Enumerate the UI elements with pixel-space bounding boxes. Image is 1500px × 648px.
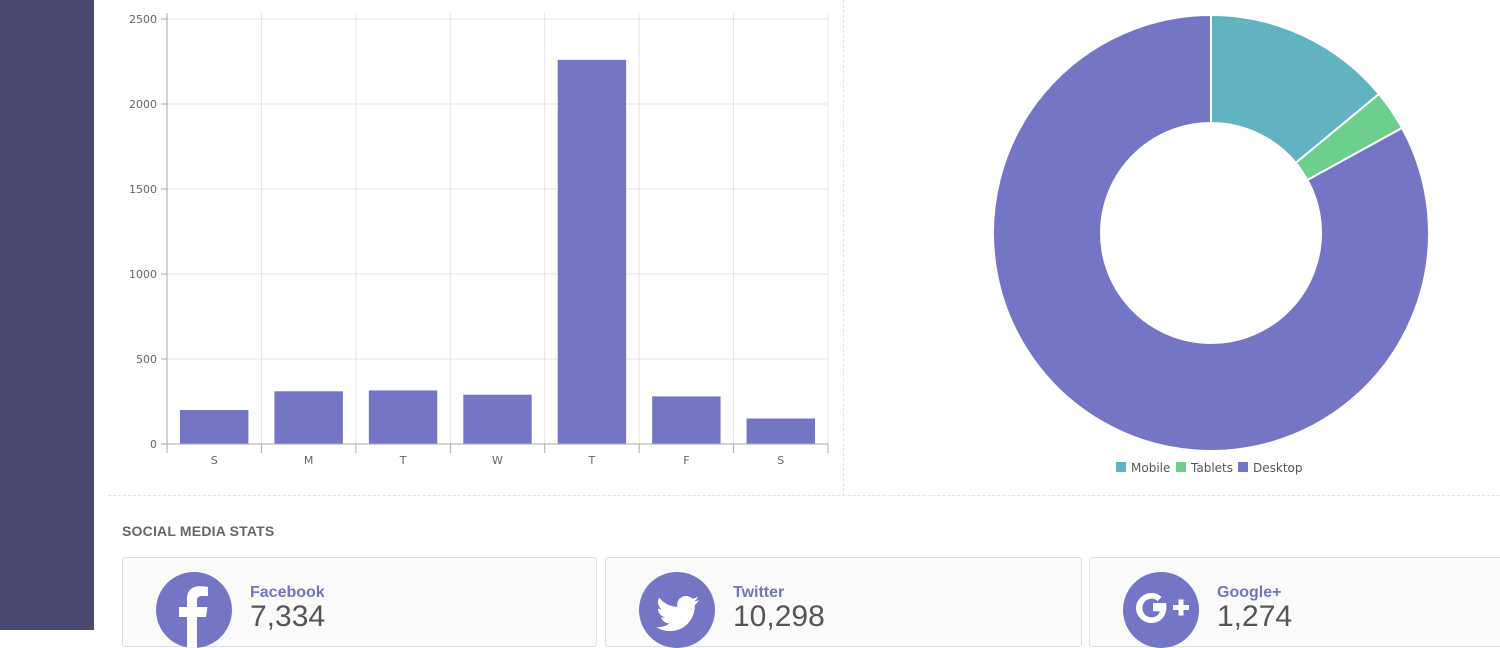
x-tick-label: F bbox=[683, 454, 689, 467]
sidebar bbox=[0, 0, 94, 630]
y-tick-label: 1000 bbox=[129, 268, 157, 281]
donut-slices bbox=[992, 13, 1430, 452]
weekly-bar-chart: 0 500 1000 1500 2000 2500 S M T W T F S bbox=[129, 13, 829, 467]
x-tick-label: T bbox=[588, 454, 596, 467]
bar[interactable] bbox=[180, 410, 249, 444]
x-tick-label: S bbox=[777, 454, 784, 467]
facebook-count: 7,334 bbox=[250, 600, 326, 633]
legend-swatch bbox=[1238, 462, 1248, 472]
google-plus-count: 1,274 bbox=[1217, 600, 1293, 633]
bar-chart-grid bbox=[166, 13, 829, 445]
bar[interactable] bbox=[368, 390, 438, 444]
twitter-card[interactable]: Twitter 10,298 bbox=[605, 557, 1082, 648]
twitter-count: 10,298 bbox=[733, 600, 825, 633]
facebook-label: Facebook bbox=[250, 584, 325, 601]
x-tick-label: S bbox=[211, 454, 218, 467]
bar-chart-bars bbox=[180, 59, 815, 445]
twitter-label: Twitter bbox=[733, 584, 785, 601]
google-plus-icon bbox=[1123, 572, 1199, 648]
legend-label: Mobile bbox=[1131, 461, 1170, 475]
bar-chart-axes bbox=[161, 13, 829, 453]
y-tick-label: 2500 bbox=[129, 13, 157, 26]
x-tick-label: T bbox=[399, 454, 407, 467]
google-plus-label: Google+ bbox=[1217, 584, 1282, 601]
bar[interactable] bbox=[652, 396, 721, 444]
twitter-icon bbox=[639, 572, 715, 648]
y-tick-label: 1500 bbox=[129, 183, 157, 196]
donut-legend: Mobile Tablets Desktop bbox=[1116, 461, 1303, 475]
legend-label: Desktop bbox=[1253, 461, 1303, 475]
y-tick-label: 0 bbox=[150, 438, 157, 451]
y-tick-label: 2000 bbox=[129, 98, 157, 111]
bar[interactable] bbox=[463, 394, 532, 444]
section-divider-horizontal bbox=[108, 495, 1500, 496]
section-divider-vertical bbox=[843, 0, 844, 496]
facebook-icon bbox=[156, 572, 232, 648]
facebook-card[interactable]: Facebook 7,334 bbox=[122, 557, 597, 648]
bar[interactable] bbox=[746, 418, 815, 445]
social-stats-title: SOCIAL MEDIA STATS bbox=[122, 523, 275, 539]
y-tick-label: 500 bbox=[136, 353, 157, 366]
legend-swatch bbox=[1116, 462, 1126, 472]
bar[interactable] bbox=[274, 391, 343, 444]
bar-chart-labels: 0 500 1000 1500 2000 2500 S M T W T F S bbox=[129, 13, 784, 467]
donut-slice-desktop[interactable] bbox=[992, 13, 1430, 452]
device-donut-chart: Mobile Tablets Desktop bbox=[992, 13, 1430, 475]
bar[interactable] bbox=[557, 59, 627, 445]
x-tick-label: W bbox=[492, 454, 503, 467]
google-plus-card[interactable]: Google+ 1,274 bbox=[1089, 557, 1500, 648]
legend-swatch bbox=[1176, 462, 1186, 472]
legend-label: Tablets bbox=[1190, 461, 1233, 475]
x-tick-label: M bbox=[304, 454, 314, 467]
